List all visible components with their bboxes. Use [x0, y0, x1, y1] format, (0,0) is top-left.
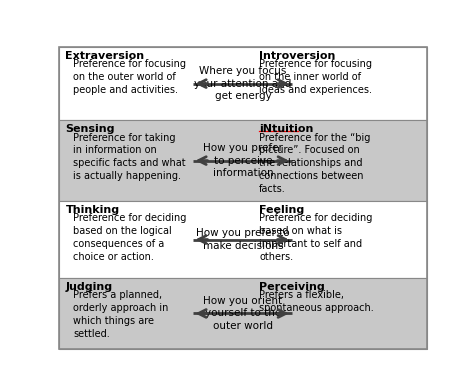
- Text: Introversion: Introversion: [259, 51, 336, 61]
- Bar: [59, 120, 427, 201]
- Bar: [59, 278, 427, 349]
- Text: Preference for deciding
based on the logical
consequences of a
choice or action.: Preference for deciding based on the log…: [73, 213, 187, 262]
- Text: Preference for taking
in information on
specific facts and what
is actually happ: Preference for taking in information on …: [73, 132, 186, 181]
- Text: Thinking: Thinking: [65, 205, 119, 215]
- Text: How you prefer to
make decisions: How you prefer to make decisions: [196, 228, 290, 251]
- Text: Sensing: Sensing: [65, 124, 115, 134]
- Text: Feeling: Feeling: [259, 205, 304, 215]
- Bar: [59, 47, 427, 120]
- Text: Preference for focusing
on the inner world of
ideas and experiences.: Preference for focusing on the inner wor…: [259, 59, 372, 95]
- Text: Preference for focusing
on the outer world of
people and activities.: Preference for focusing on the outer wor…: [73, 59, 186, 95]
- Bar: [59, 201, 427, 278]
- Text: Prefers a flexible,
spontaneous approach.: Prefers a flexible, spontaneous approach…: [259, 290, 374, 313]
- Text: iNtuition: iNtuition: [259, 124, 314, 134]
- Text: Prefers a planned,
orderly approach in
which things are
settled.: Prefers a planned, orderly approach in w…: [73, 290, 169, 339]
- Text: Where you focus
your attention and
get energy: Where you focus your attention and get e…: [194, 66, 292, 102]
- Text: Judging: Judging: [65, 282, 113, 292]
- Text: Preference for deciding
based on what is
important to self and
others.: Preference for deciding based on what is…: [259, 213, 373, 262]
- Text: How you prefer
to perceive
information: How you prefer to perceive information: [203, 143, 283, 178]
- Text: Preference for the “big
picture”. Focused on
the relationships and
connections b: Preference for the “big picture”. Focuse…: [259, 132, 371, 194]
- Text: Extraversion: Extraversion: [65, 51, 145, 61]
- Text: Perceiving: Perceiving: [259, 282, 325, 292]
- Text: How you orient
yourself to the
outer world: How you orient yourself to the outer wor…: [203, 296, 283, 331]
